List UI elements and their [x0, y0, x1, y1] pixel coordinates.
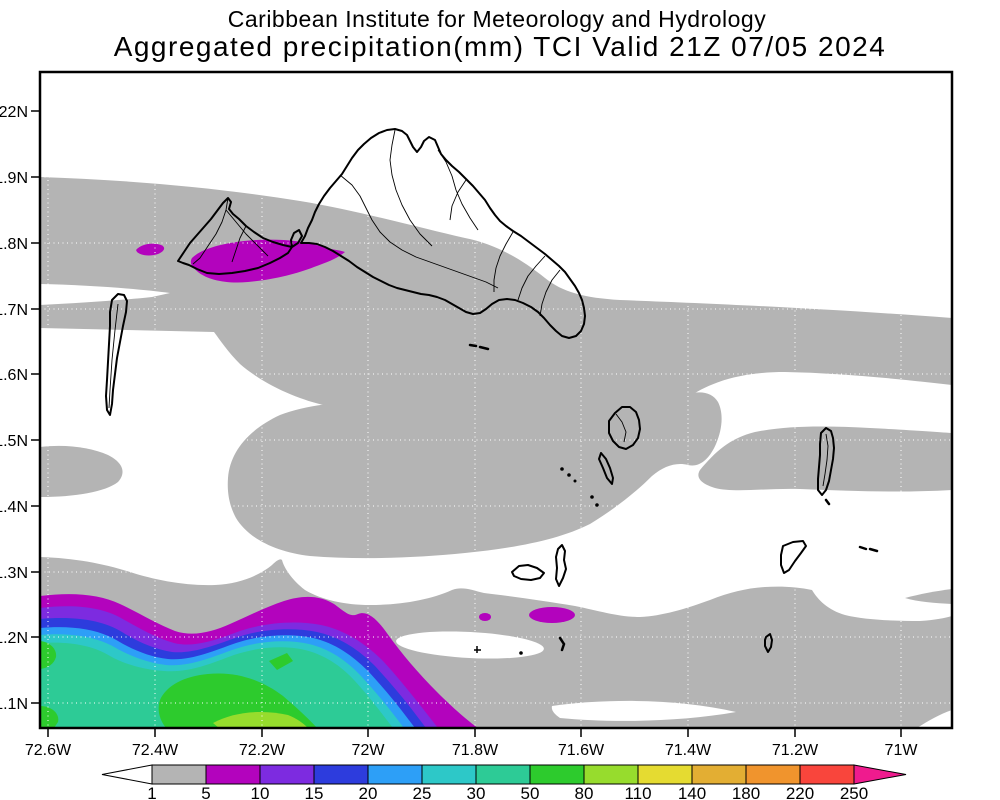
colorbar-segment	[368, 765, 422, 784]
lat-tick-label: 21.1N	[0, 696, 28, 713]
colorbar-value-label: 180	[732, 784, 760, 800]
lat-tick-label: 21.9N	[0, 170, 28, 187]
colorbar-value-label: 1	[147, 784, 156, 800]
colorbar-segment	[260, 765, 314, 784]
precipitation-fills	[40, 177, 952, 728]
colorbar-value-label: 140	[678, 784, 706, 800]
lat-tick-label: 22N	[0, 104, 28, 121]
colorbar-right-arrow	[854, 765, 906, 784]
lon-tick-label: 72.4W	[132, 742, 179, 759]
cay-mark	[826, 500, 829, 504]
rain-lens-small	[529, 607, 575, 623]
lat-tick-label: 21.6N	[0, 367, 28, 384]
cay-dot	[560, 467, 564, 471]
island-little-ambergris	[556, 545, 566, 586]
colorbar-value-label: 50	[521, 784, 540, 800]
colorbar-left-arrow	[102, 765, 152, 784]
colorbar-value-label: 220	[786, 784, 814, 800]
colorbar-segment	[746, 765, 800, 784]
colorbar-segment	[584, 765, 638, 784]
cay-dot	[595, 503, 599, 507]
colorbar-value-label: 30	[467, 784, 486, 800]
rain-dot-small	[479, 613, 491, 621]
colorbar-value-label: 80	[575, 784, 594, 800]
colorbar-value-label: 250	[840, 784, 868, 800]
rain-blob-left	[40, 446, 123, 497]
lon-tick-label: 72W	[352, 742, 386, 759]
island-ambergris-cay	[512, 565, 544, 580]
lon-tick-label: 72.6W	[25, 742, 72, 759]
colorbar-segment	[692, 765, 746, 784]
colorbar-segment	[800, 765, 854, 784]
cay-dot	[519, 651, 523, 655]
colorbar-value-label: 5	[201, 784, 210, 800]
colorbar-value-label: 20	[359, 784, 378, 800]
cay-dot	[567, 473, 571, 477]
lat-tick-label: 21.8N	[0, 236, 28, 253]
weather-map-page: Caribbean Institute for Meteorology and …	[0, 0, 1000, 800]
colorbar-value-label: 15	[305, 784, 324, 800]
colorbar-segment	[476, 765, 530, 784]
precipitation-map-figure: Caribbean Institute for Meteorology and …	[0, 0, 1000, 800]
lon-tick-label: 72.2W	[239, 742, 286, 759]
cay-mark	[860, 547, 877, 551]
rain-sliver-right	[905, 589, 952, 604]
org-title: Caribbean Institute for Meteorology and …	[228, 6, 766, 32]
lat-tick-label: 21.5N	[0, 433, 28, 450]
lon-tick-label: 71.6W	[558, 742, 605, 759]
rain-band-right	[698, 427, 952, 492]
colorbar-segment	[638, 765, 692, 784]
rain-blob-middle	[228, 392, 722, 558]
colorbar-segment	[422, 765, 476, 784]
lon-tick-label: 71.2W	[772, 742, 819, 759]
lon-tick-label: 71.4W	[665, 742, 712, 759]
colorbar-value-label: 110	[624, 784, 651, 800]
colorbar-legend: 1510152025305080110140180220250	[102, 765, 906, 800]
colorbar-segment	[314, 765, 368, 784]
colorbar-segment	[530, 765, 584, 784]
colorbar-value-label: 25	[413, 784, 432, 800]
lat-tick-label: 21.2N	[0, 630, 28, 647]
colorbar-segment	[206, 765, 260, 784]
colorbar-segment	[152, 765, 206, 784]
island-salt-cay	[781, 541, 806, 573]
cay-dot	[590, 495, 594, 499]
colorbar-value-label: 10	[251, 784, 270, 800]
lat-tick-label: 21.7N	[0, 302, 28, 319]
plot-title: Aggregated precipitation(mm) TCI Valid 2…	[114, 31, 887, 62]
lon-tick-label: 71W	[885, 742, 919, 759]
lat-tick-label: 21.3N	[0, 565, 28, 582]
cay-dot	[574, 480, 577, 483]
lat-tick-label: 21.4N	[0, 499, 28, 516]
lon-tick-label: 71.8W	[452, 742, 499, 759]
